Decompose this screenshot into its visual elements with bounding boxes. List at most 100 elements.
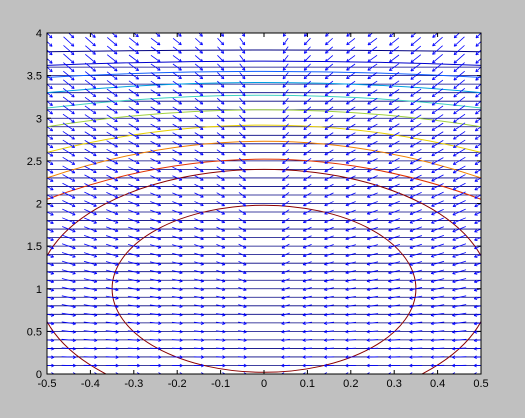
quiver-arrow <box>106 97 118 106</box>
quiver-arrow <box>388 244 401 249</box>
quiver-arrow <box>105 338 119 343</box>
quiver-arrow <box>324 158 334 164</box>
quiver-arrow <box>430 321 445 326</box>
quiver-arrow <box>388 269 401 275</box>
quiver-arrow <box>345 158 356 164</box>
y-axis-ticks: 0 0.5 1 1.5 2 2.5 3 3.5 4 <box>27 28 481 381</box>
quiver-arrow <box>172 166 183 173</box>
quiver-arrow <box>105 252 119 258</box>
quiver-arrow <box>150 97 161 105</box>
quiver-arrow <box>409 363 423 368</box>
quiver-arrow <box>83 330 98 334</box>
quiver-arrow <box>128 114 140 122</box>
quiver-arrow <box>389 46 400 55</box>
quiver-arrow <box>194 158 204 164</box>
quiver-arrow <box>47 194 54 199</box>
quiver-arrow <box>409 338 423 343</box>
quiver-arrow <box>216 166 225 173</box>
quiver-arrow <box>452 330 467 334</box>
quiver-arrow <box>302 218 312 224</box>
quiver-arrow <box>83 312 98 317</box>
quiver-arrow <box>366 355 379 359</box>
quiver-arrow <box>194 140 204 147</box>
quiver-arrow <box>239 123 246 131</box>
quiver-arrow <box>194 278 204 283</box>
quiver-arrow <box>172 192 183 198</box>
quiver-arrow <box>83 321 98 326</box>
quiver-arrow <box>474 126 481 132</box>
quiver-arrow <box>388 338 401 342</box>
quiver-arrow <box>47 92 53 98</box>
quiver-arrow <box>172 37 182 46</box>
quiver-arrow <box>238 261 247 266</box>
quiver-arrow <box>238 192 247 198</box>
contour-arc <box>47 109 481 128</box>
quiver-arrow <box>47 83 53 90</box>
quiver-arrow <box>366 218 378 224</box>
quiver-arrow <box>302 226 312 232</box>
quiver-arrow <box>302 235 312 241</box>
quiver-arrow <box>281 295 290 300</box>
y-tick-label: 3 <box>36 113 42 125</box>
quiver-arrow <box>62 217 76 224</box>
quiver-arrow <box>453 70 465 81</box>
quiver-arrow <box>106 157 118 165</box>
quiver-arrow <box>193 346 205 351</box>
quiver-arrow <box>302 321 312 325</box>
quiver-arrow <box>62 79 75 89</box>
quiver-arrow <box>366 192 378 198</box>
quiver-arrow <box>388 114 400 122</box>
quiver-arrow <box>238 183 246 190</box>
quiver-arrow <box>388 89 400 97</box>
quiver-arrow <box>474 211 481 216</box>
quiver-arrow <box>346 80 356 88</box>
quiver-arrow <box>111 33 118 38</box>
quiver-arrow <box>303 209 312 215</box>
contour-arc <box>47 81 481 94</box>
quiver-arrow <box>216 261 226 266</box>
quiver-arrow <box>238 304 247 309</box>
quiver-arrow <box>453 36 465 47</box>
quiver-arrow <box>303 192 312 198</box>
quiver-arrow <box>474 262 481 267</box>
quiver-arrow <box>282 114 289 122</box>
quiver-arrow <box>323 338 335 342</box>
quiver-arrow <box>216 123 225 131</box>
quiver-arrow <box>345 270 356 275</box>
quiver-arrow <box>303 106 312 114</box>
quiver-arrow <box>388 209 400 215</box>
quiver-arrow <box>473 288 481 292</box>
quiver-arrow <box>239 46 246 54</box>
quiver-arrow <box>324 252 334 258</box>
quiver-arrow <box>61 346 76 351</box>
quiver-arrow <box>281 304 290 309</box>
quiver-arrow <box>194 72 204 80</box>
quiver-arrow <box>61 243 76 250</box>
quiver-arrow <box>47 363 55 368</box>
quiver-arrow <box>106 71 118 80</box>
quiver-arrow <box>194 37 203 46</box>
quiver-arrow <box>281 252 290 258</box>
quiver-arrow <box>47 109 53 115</box>
quiver-arrow <box>106 131 118 139</box>
quiver-arrow <box>345 175 356 181</box>
quiver-arrow <box>239 114 246 122</box>
quiver-arrow <box>176 33 182 37</box>
quiver-arrow <box>150 106 161 113</box>
quiver-arrow <box>239 63 246 71</box>
quiver-arrow <box>324 295 334 300</box>
quiver-arrow <box>128 235 140 241</box>
quiver-arrow <box>409 304 423 309</box>
quiver-arrow <box>238 346 247 351</box>
quiver-arrow <box>216 106 225 114</box>
quiver-arrow <box>453 96 466 106</box>
quiver-arrow <box>216 200 225 207</box>
quiver-arrow <box>128 132 140 139</box>
quiver-arrow <box>84 234 97 241</box>
quiver-arrow <box>346 55 356 63</box>
quiver-arrow <box>61 338 76 343</box>
x-tick-label: -0.5 <box>38 378 57 390</box>
quiver-arrow <box>345 363 357 368</box>
quiver-arrow <box>303 63 311 71</box>
quiver-arrow <box>431 243 445 250</box>
